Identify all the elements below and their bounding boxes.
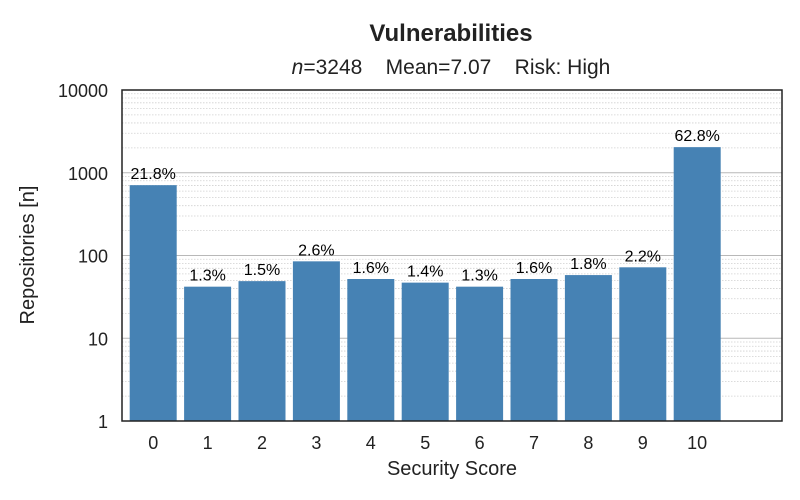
- bar-labels: 21.8% 1.3% 1.5% 2.6% 1.6% 1.4% 1.3% 1.6% 1.8% 2.2…: [131, 128, 720, 285]
- bar-10: [673, 147, 721, 421]
- bar-1: [184, 286, 232, 421]
- y-tick-label-10000: 10000: [58, 81, 108, 101]
- x-tick-label-7: 7: [529, 433, 539, 453]
- x-tick-label-8: 8: [583, 433, 593, 453]
- bars: [129, 147, 721, 421]
- x-tick-label-1: 1: [203, 433, 213, 453]
- y-axis-ticks: 1 10 100 1000 10000: [58, 81, 108, 432]
- chart-title: Vulnerabilities: [369, 20, 533, 47]
- bar-label-7: 1.6%: [516, 260, 552, 277]
- x-tick-label-2: 2: [257, 433, 267, 453]
- chart-subtitle: n=3248 Mean=7.07 Risk: High: [120, 56, 782, 80]
- bar-8: [564, 275, 612, 421]
- bar-label-10: 62.8%: [675, 128, 720, 145]
- bar-6: [456, 286, 504, 421]
- bar-4: [347, 279, 395, 421]
- bar-label-9: 2.2%: [625, 248, 661, 265]
- x-tick-label-9: 9: [638, 433, 648, 453]
- y-tick-label-1000: 1000: [68, 164, 108, 184]
- bar-label-8: 1.8%: [570, 256, 606, 273]
- bar-label-0: 21.8%: [131, 166, 176, 183]
- x-tick-label-5: 5: [420, 433, 430, 453]
- bar-2: [238, 281, 286, 421]
- bar-3: [292, 261, 340, 421]
- x-axis-label: Security Score: [387, 458, 517, 480]
- bar-7: [510, 279, 558, 421]
- x-tick-label-3: 3: [311, 433, 321, 453]
- x-tick-label-4: 4: [366, 433, 376, 453]
- y-axis-label: Repositories [n]: [17, 186, 39, 325]
- bar-0: [129, 185, 177, 421]
- bar-5: [401, 282, 449, 421]
- x-tick-label-6: 6: [475, 433, 485, 453]
- bar-9: [619, 267, 667, 421]
- grid-lines: [122, 93, 782, 397]
- plot-frame: [121, 89, 783, 422]
- y-tick-label-100: 100: [78, 247, 108, 267]
- subtitle-stats: =3248 Mean=7.07 Risk: High: [303, 56, 611, 79]
- x-tick-label-10: 10: [687, 433, 707, 453]
- bar-label-4: 1.6%: [353, 260, 389, 277]
- y-tick-label-1: 1: [98, 412, 108, 432]
- y-tick-label-10: 10: [88, 329, 108, 349]
- bar-label-3: 2.6%: [298, 242, 334, 259]
- bar-label-5: 1.4%: [407, 264, 443, 281]
- bar-label-2: 1.5%: [244, 262, 280, 279]
- bar-label-1: 1.3%: [189, 268, 225, 285]
- x-axis-ticks: 0 1 2 3 4 5 6 7 8 9 10: [148, 433, 707, 453]
- bar-label-6: 1.3%: [461, 268, 497, 285]
- subtitle-n-symbol: n: [291, 56, 304, 79]
- x-tick-label-0: 0: [148, 433, 158, 453]
